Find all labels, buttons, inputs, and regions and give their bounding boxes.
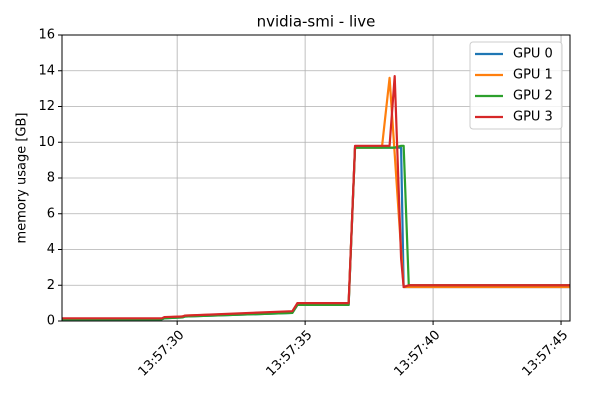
chart-title: nvidia-smi - live bbox=[257, 13, 376, 31]
plot-frame bbox=[61, 34, 571, 322]
legend-label: GPU 0 bbox=[513, 47, 553, 62]
series-line bbox=[62, 75, 570, 320]
y-tick-label: 12 bbox=[38, 99, 55, 114]
legend-label: GPU 2 bbox=[513, 89, 553, 104]
y-tick-label: 16 bbox=[38, 28, 55, 43]
y-tick-label: 10 bbox=[38, 135, 55, 150]
legend-label: GPU 3 bbox=[513, 110, 553, 125]
legend-label: GPU 1 bbox=[513, 68, 553, 83]
y-tick-label: 0 bbox=[47, 314, 55, 329]
y-tick-label: 14 bbox=[38, 63, 55, 78]
y-tick-label: 6 bbox=[47, 206, 55, 221]
y-tick-label: 4 bbox=[47, 242, 55, 257]
y-axis-label: memory usage [GB] bbox=[15, 113, 30, 244]
legend-box bbox=[469, 41, 563, 130]
y-tick-label: 2 bbox=[47, 278, 55, 293]
y-tick-label: 8 bbox=[47, 171, 55, 186]
